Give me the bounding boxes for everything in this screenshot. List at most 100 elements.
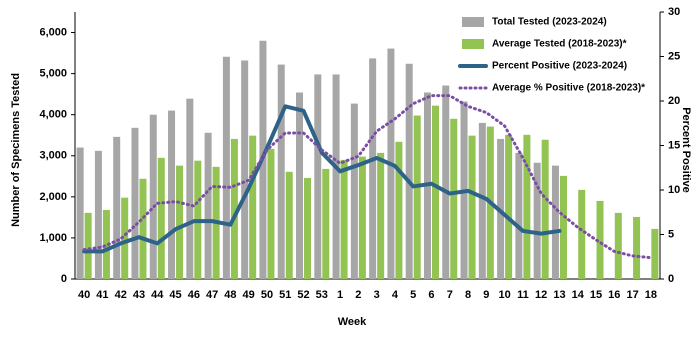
legend-swatch [462,17,484,27]
x-tick-label: 12 [535,289,547,301]
bar [285,171,293,279]
bar [505,134,513,279]
x-tick-label: 5 [410,289,416,301]
y-axis-label: Number of Specimens Tested [10,73,22,227]
bar [478,122,486,280]
bar [578,189,586,279]
bar [267,148,275,279]
y2-axis-label: Percent Positive [680,107,691,193]
bar [350,103,358,280]
legend-label: Average Tested (2018-2023)* [492,39,627,50]
x-tick-label: 8 [465,289,471,301]
bar [523,134,531,279]
x-tick-label: 13 [553,289,565,301]
bar [204,132,212,279]
bar [596,200,604,279]
bar [614,212,622,279]
bar [322,168,330,279]
x-tick-label: 4 [392,289,399,301]
x-axis-label: Week [338,316,367,328]
bar [249,135,257,279]
x-tick-label: 51 [279,289,291,301]
y2-tick-label: 25 [668,50,680,62]
x-tick-label: 10 [498,289,510,301]
bar [332,74,340,279]
bar [149,114,157,279]
y-tick-label: 1,000 [39,232,67,244]
x-tick-label: 49 [243,289,255,301]
bar [340,159,348,279]
bar [304,177,312,279]
x-tick-label: 45 [169,289,181,301]
bar [468,135,476,279]
y2-tick-label: 30 [668,6,680,18]
bar [230,138,238,279]
bar [515,152,523,279]
legend-label: Percent Positive (2023-2024) [492,61,627,72]
x-tick-label: 11 [517,289,529,301]
bar [533,162,541,279]
x-tick-label: 41 [96,289,108,301]
legend-swatch [462,39,484,49]
bar [405,63,413,279]
y-tick-label: 4,000 [39,109,67,121]
bar [395,141,403,279]
x-tick-label: 44 [151,289,164,301]
y-tick-label: 6,000 [39,26,67,38]
bar [168,110,176,279]
x-tick-label: 1 [337,289,343,301]
bar [559,175,567,279]
x-tick-label: 40 [78,289,90,301]
x-tick-label: 14 [572,289,585,301]
x-tick-label: 47 [206,289,218,301]
bar [296,92,304,279]
bar [186,98,194,280]
y-tick-label: 0 [61,273,67,285]
bar [413,115,421,279]
bar [94,150,102,279]
x-tick-label: 2 [355,289,361,301]
x-tick-label: 53 [316,289,328,301]
x-tick-label: 17 [626,289,638,301]
x-tick-label: 6 [428,289,434,301]
x-tick-label: 3 [374,289,380,301]
bar [131,127,139,280]
bar [551,165,559,279]
bar [102,209,110,279]
y2-tick-label: 10 [668,184,680,196]
y2-tick-label: 15 [668,139,680,151]
bar [113,136,121,279]
x-tick-label: 18 [645,289,657,301]
bar [314,74,322,279]
x-tick-label: 52 [297,289,309,301]
bar [633,216,641,279]
legend-label: Total Tested (2023-2024) [492,17,607,28]
bar [369,58,377,279]
x-tick-label: 48 [224,289,236,301]
x-tick-label: 15 [590,289,602,301]
bar [431,105,439,279]
x-tick-label: 50 [261,289,273,301]
bar [84,212,92,279]
x-tick-label: 42 [115,289,127,301]
bar [450,118,458,279]
bar [76,147,84,279]
bar [139,178,147,279]
y-tick-label: 3,000 [39,150,67,162]
y2-tick-label: 5 [668,228,674,240]
bar [541,139,549,279]
x-tick-label: 16 [608,289,620,301]
bar [222,56,230,279]
x-tick-label: 46 [188,289,200,301]
bar [377,152,385,279]
x-tick-label: 7 [447,289,453,301]
y-tick-label: 2,000 [39,191,67,203]
bar [241,60,249,280]
bar [121,197,129,279]
y2-tick-label: 0 [668,273,674,285]
bar [277,64,285,279]
bar [442,85,450,279]
line [82,104,562,254]
bar [157,157,165,279]
